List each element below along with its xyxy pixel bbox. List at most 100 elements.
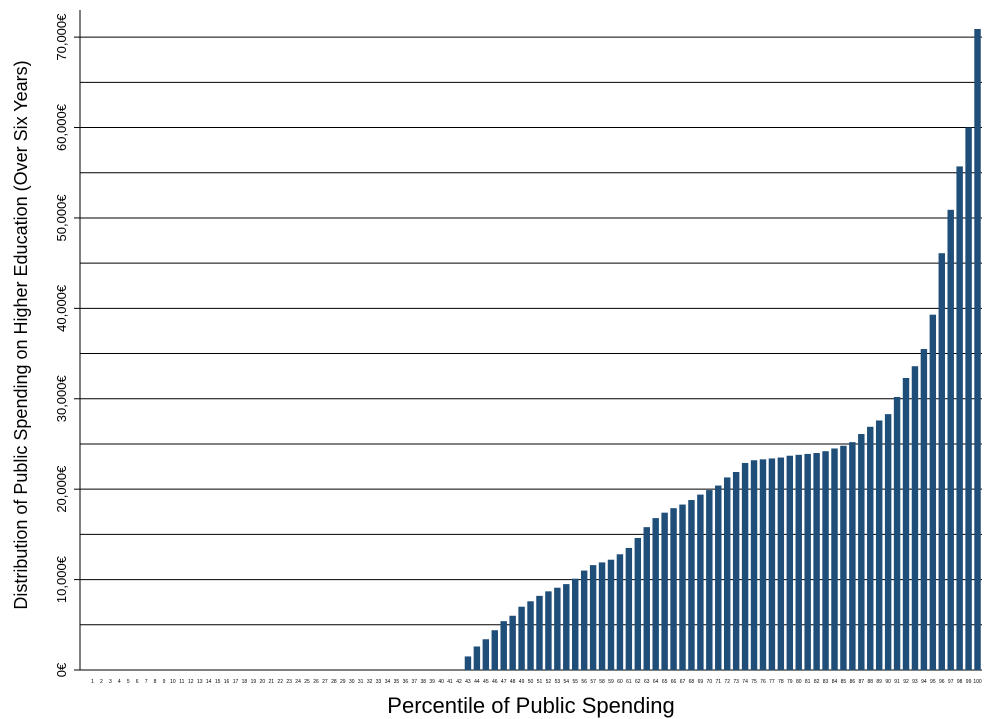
x-tick-label: 26 xyxy=(313,679,319,685)
bar xyxy=(509,615,516,670)
bar xyxy=(482,639,490,670)
x-tick-label: 19 xyxy=(251,679,257,685)
x-tick-label: 42 xyxy=(456,679,462,685)
x-tick-label: 100 xyxy=(973,679,982,685)
x-tick-label: 71 xyxy=(715,679,721,685)
x-tick-label: 80 xyxy=(796,679,802,685)
grid-lines xyxy=(80,36,982,671)
x-tick-label: 61 xyxy=(626,679,632,685)
bar xyxy=(920,349,928,670)
x-tick-label: 9 xyxy=(163,679,166,685)
x-tick-label: 1 xyxy=(91,679,94,685)
bar xyxy=(545,591,552,670)
bar xyxy=(661,512,668,670)
y-tick-label: 60,000€ xyxy=(54,103,69,151)
x-tick-label: 55 xyxy=(572,679,578,685)
x-tick-label: 29 xyxy=(340,679,346,685)
x-tick-label: 72 xyxy=(724,679,730,685)
bar xyxy=(536,595,543,670)
x-tick-label: 98 xyxy=(957,679,963,685)
x-tick-label: 62 xyxy=(635,679,641,685)
x-tick-label: 63 xyxy=(644,679,650,685)
x-tick-label: 75 xyxy=(751,679,757,685)
bar xyxy=(732,472,740,670)
bar xyxy=(589,565,597,670)
bar xyxy=(965,127,972,671)
bars xyxy=(464,28,981,671)
x-tick-label: 74 xyxy=(742,679,748,685)
bar xyxy=(473,646,481,670)
y-tick-label: 40,000€ xyxy=(54,284,69,332)
x-tick-label: 18 xyxy=(242,679,248,685)
bar xyxy=(572,578,579,670)
x-tick-label: 92 xyxy=(903,679,909,685)
x-tick-label: 59 xyxy=(608,679,614,685)
x-tick-label: 30 xyxy=(349,679,355,685)
x-tick-label: 48 xyxy=(510,679,516,685)
x-tick-label: 53 xyxy=(555,679,561,685)
x-tick-label: 69 xyxy=(698,679,704,685)
bar xyxy=(563,584,570,670)
y-tick-label: 0€ xyxy=(54,662,69,677)
x-tick-label: 43 xyxy=(465,679,471,685)
bar xyxy=(875,420,883,670)
x-tick-label: 8 xyxy=(154,679,157,685)
x-tick-label: 44 xyxy=(474,679,480,685)
x-tick-label: 46 xyxy=(492,679,498,685)
x-tick-label: 86 xyxy=(850,679,856,685)
bar xyxy=(902,377,910,670)
x-tick-label: 82 xyxy=(814,679,820,685)
x-tick-label: 15 xyxy=(215,679,221,685)
bar xyxy=(554,587,561,670)
bar xyxy=(670,508,677,670)
bar xyxy=(616,554,624,670)
x-tick-label: 60 xyxy=(617,679,623,685)
x-tick-label: 79 xyxy=(787,679,793,685)
x-tick-label: 87 xyxy=(859,679,865,685)
bar xyxy=(831,448,838,670)
x-tick-label: 89 xyxy=(876,679,882,685)
x-tick-label: 28 xyxy=(331,679,337,685)
y-axis-label: Distribution of Public Spending on Highe… xyxy=(11,60,31,609)
bar xyxy=(786,455,794,670)
x-tick-label: 21 xyxy=(268,679,274,685)
x-tick-label: 35 xyxy=(394,679,400,685)
bar xyxy=(580,570,588,670)
x-tick-label: 33 xyxy=(376,679,382,685)
x-tick-label: 37 xyxy=(412,679,418,685)
x-tick-label: 25 xyxy=(304,679,310,685)
x-tick-label: 41 xyxy=(447,679,453,685)
x-tick-label: 27 xyxy=(322,679,328,685)
bar xyxy=(723,477,731,670)
x-tick-label: 24 xyxy=(295,679,301,685)
x-tick-label: 66 xyxy=(671,679,677,685)
x-tick-label: 76 xyxy=(760,679,766,685)
bar xyxy=(643,527,650,670)
x-tick-label: 81 xyxy=(805,679,811,685)
y-tick-label: 50,000€ xyxy=(54,194,69,242)
x-tick-label: 3 xyxy=(109,679,112,685)
x-tick-label: 58 xyxy=(599,679,605,685)
x-tick-label: 17 xyxy=(233,679,239,685)
bar xyxy=(625,547,633,670)
x-tick-label: 36 xyxy=(403,679,409,685)
x-tick-label: 34 xyxy=(385,679,391,685)
x-tick-label: 22 xyxy=(277,679,283,685)
bar xyxy=(607,559,615,670)
x-tick-label: 65 xyxy=(662,679,668,685)
x-tick-label: 6 xyxy=(136,679,139,685)
x-tick-label: 45 xyxy=(483,679,489,685)
bar xyxy=(911,366,919,670)
x-tick-label: 51 xyxy=(537,679,543,685)
x-tick-label: 38 xyxy=(420,679,426,685)
bar xyxy=(795,454,802,670)
x-tick-label: 83 xyxy=(823,679,829,685)
bar xyxy=(679,504,686,670)
y-tick-label: 70,000€ xyxy=(54,13,69,61)
x-tick-label: 40 xyxy=(438,679,444,685)
x-tick-label: 88 xyxy=(867,679,873,685)
x-tick-label: 52 xyxy=(546,679,552,685)
bar xyxy=(858,434,865,670)
x-tick-label: 99 xyxy=(966,679,972,685)
